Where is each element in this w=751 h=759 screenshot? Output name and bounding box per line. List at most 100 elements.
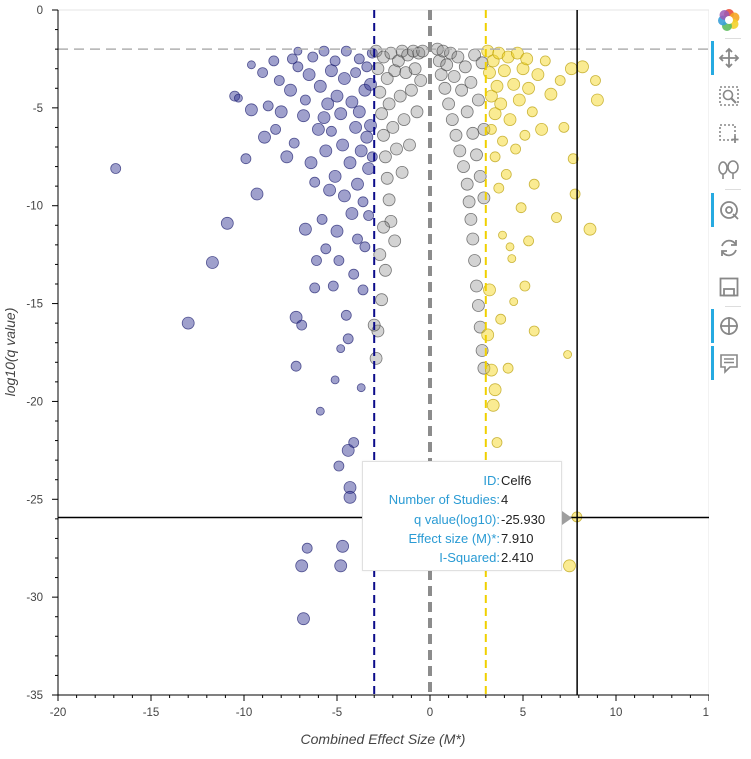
data-point-down[interactable] [327,280,339,292]
data-point-down[interactable] [343,490,357,504]
data-point-up[interactable] [488,383,502,397]
data-point-neutral[interactable] [432,54,446,68]
data-point-down[interactable] [274,105,288,119]
data-point-down[interactable] [361,61,373,73]
data-point-down[interactable] [268,55,280,67]
data-point-down[interactable] [345,95,359,109]
data-point-neutral[interactable] [404,83,418,97]
data-point-down[interactable] [359,241,371,253]
data-point-neutral[interactable] [462,195,476,209]
data-point-down[interactable] [345,207,359,220]
data-point-neutral[interactable] [440,58,454,72]
data-point-down[interactable] [288,137,300,149]
data-point-down[interactable] [289,310,303,324]
data-point-neutral[interactable] [436,44,450,58]
data-point-up[interactable] [497,64,511,78]
data-point-neutral[interactable] [455,83,469,97]
data-point-down[interactable] [352,105,366,119]
data-point-down[interactable] [334,559,348,573]
data-point-up[interactable] [554,75,566,86]
data-point-down[interactable] [297,109,310,123]
data-point-neutral[interactable] [434,68,448,81]
data-point-down[interactable] [309,282,321,294]
data-point-neutral[interactable] [375,107,389,121]
data-point-neutral[interactable] [444,46,457,60]
data-point-neutral[interactable] [468,254,482,267]
data-point-down[interactable] [330,89,344,103]
data-point-down[interactable] [262,100,274,112]
data-point-down[interactable] [318,45,330,57]
data-point-down[interactable] [354,144,368,158]
data-point-up[interactable] [583,222,597,236]
data-point-up[interactable] [576,60,589,74]
data-point-down[interactable] [337,72,351,85]
data-point-down[interactable] [220,216,234,230]
data-point-down[interactable] [333,460,345,472]
data-point-down[interactable] [340,309,352,321]
data-point-neutral[interactable] [380,72,394,85]
data-point-up[interactable] [558,122,570,133]
data-point-up[interactable] [590,75,601,86]
data-point-down[interactable] [313,79,327,93]
data-point-up[interactable] [490,79,504,93]
data-point-down[interactable] [273,75,285,86]
data-point-neutral[interactable] [373,248,387,262]
data-point-up[interactable] [515,202,527,214]
data-point-neutral[interactable] [377,128,390,142]
data-point-neutral[interactable] [458,60,472,74]
plot-area[interactable] [57,9,709,696]
data-point-up[interactable] [563,559,576,573]
data-point-down[interactable] [292,61,304,73]
data-point-down[interactable] [366,151,378,163]
data-point-up[interactable] [505,242,515,252]
data-point-down[interactable] [343,156,357,170]
volcano-plot[interactable]: -20 -15 -10 -5 0 5 10 15 0 -5 -10 -15 -20 -25 -30 -35 C… [0,0,709,759]
data-point-neutral[interactable] [464,212,478,226]
data-point-down[interactable] [351,177,364,191]
data-point-down[interactable] [362,162,376,175]
data-point-up[interactable] [567,153,579,165]
data-point-down[interactable] [341,443,355,457]
data-point-up[interactable] [526,106,538,118]
data-point-neutral[interactable] [410,105,424,119]
reset-icon[interactable] [711,233,747,263]
data-point-neutral[interactable] [414,74,428,87]
data-point-neutral[interactable] [470,279,483,293]
data-point-down[interactable] [246,60,256,70]
data-point-down[interactable] [360,130,374,144]
data-point-neutral[interactable] [380,171,394,185]
data-point-down[interactable] [349,121,363,134]
data-point-down[interactable] [270,123,282,135]
data-point-down[interactable] [257,67,269,78]
data-point-up[interactable] [509,297,519,307]
data-point-down[interactable] [110,163,122,174]
data-point-neutral[interactable] [449,128,463,142]
data-point-down[interactable] [356,383,366,393]
data-point-down[interactable] [298,222,312,236]
data-point-neutral[interactable] [457,160,470,174]
data-point-down[interactable] [315,406,325,416]
data-point-down[interactable] [336,539,350,553]
data-point-down[interactable] [258,130,271,144]
data-point-up[interactable] [481,328,495,342]
data-point-up[interactable] [498,230,507,240]
data-point-neutral[interactable] [390,142,403,156]
data-point-down[interactable] [337,189,351,203]
data-point-up[interactable] [491,437,503,448]
data-point-up[interactable] [522,81,535,95]
data-point-neutral[interactable] [466,126,480,140]
data-point-neutral[interactable] [384,46,398,60]
data-point-up[interactable] [511,46,524,60]
data-point-down[interactable] [330,375,340,385]
data-point-down[interactable] [244,103,258,117]
data-point-down[interactable] [205,256,219,269]
data-point-down[interactable] [311,255,322,266]
save-icon[interactable] [711,272,747,302]
data-point-neutral[interactable] [460,177,474,191]
data-point-neutral[interactable] [471,93,485,107]
data-point-up[interactable] [539,55,551,67]
data-point-up[interactable] [591,93,604,107]
data-point-neutral[interactable] [375,293,389,307]
data-point-up[interactable] [484,89,498,103]
data-point-down[interactable] [336,344,346,354]
